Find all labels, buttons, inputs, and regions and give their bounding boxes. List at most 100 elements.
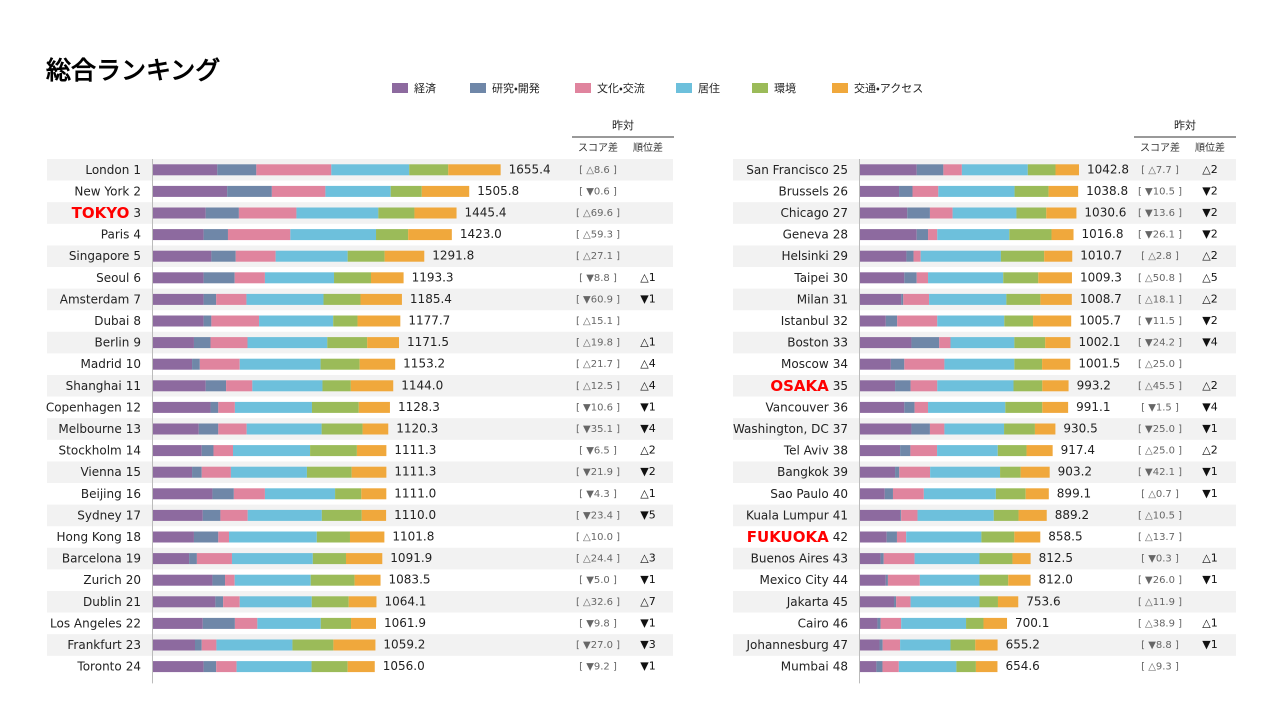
- bar-segment: [421, 185, 470, 197]
- total-label: 1111.3: [394, 465, 436, 479]
- score-change: [ △13.7 ]: [1138, 532, 1182, 543]
- city-name: Istanbul: [781, 314, 829, 328]
- legend-label: 交通・アクセス: [854, 82, 923, 95]
- bar-segment: [1004, 423, 1035, 435]
- bar-segment: [203, 293, 217, 305]
- rank: 16: [126, 486, 141, 500]
- total-label: 1153.2: [403, 357, 445, 371]
- bar-segment: [327, 337, 368, 349]
- score-change: [ △38.9 ]: [1138, 618, 1182, 629]
- category-label: Shanghai 11: [66, 378, 141, 392]
- city-name: Los Angeles: [50, 616, 122, 630]
- city-name: Barcelona: [62, 551, 122, 565]
- bar-segment: [892, 488, 924, 500]
- total-label: 1061.9: [384, 616, 426, 630]
- bar-segment: [153, 596, 216, 608]
- bar-segment: [234, 401, 312, 413]
- rank-change: ▼2: [1202, 206, 1217, 219]
- bar-segment: [1020, 466, 1050, 478]
- bar-segment: [885, 315, 898, 327]
- bar-segment: [193, 531, 219, 543]
- rank-change: △1: [1202, 552, 1217, 565]
- rank-change: ▼2: [640, 465, 655, 478]
- rank: 17: [126, 508, 141, 522]
- bar-segment: [205, 380, 227, 392]
- bar-segment: [937, 229, 1010, 241]
- bar-segment: [938, 185, 1015, 197]
- bar-segment: [1055, 164, 1079, 176]
- rank-change: ▼2: [1202, 184, 1217, 197]
- category-label: Zurich 20: [83, 573, 141, 587]
- legend-label: 研究・開発: [492, 81, 540, 95]
- bar-segment: [904, 272, 917, 284]
- score-change: [ △45.5 ]: [1138, 381, 1182, 392]
- bar-segment: [196, 553, 232, 565]
- legend-swatch: [392, 83, 408, 93]
- rank-change: △1: [640, 487, 655, 500]
- bar-segment: [1027, 164, 1056, 176]
- bar-segment: [900, 509, 902, 521]
- bar-segment: [1040, 293, 1072, 305]
- total-label: 1185.4: [410, 292, 452, 306]
- bar-segment: [898, 661, 957, 673]
- bar-segment: [275, 250, 348, 262]
- rank: 37: [833, 422, 848, 436]
- rank-change: △7: [640, 595, 655, 608]
- bar-segment: [362, 423, 389, 435]
- score-change: [ ▼26.0 ]: [1138, 575, 1182, 586]
- bar-segment: [911, 423, 930, 435]
- city-name: Johannesburg: [745, 638, 828, 652]
- rank-change: ▼1: [1202, 422, 1217, 435]
- score-change: [ △10.0 ]: [576, 532, 620, 543]
- city-name: Brussels: [778, 184, 828, 198]
- bar-segment: [1008, 574, 1031, 586]
- total-label: 1010.7: [1080, 249, 1122, 263]
- bar-segment: [378, 207, 415, 219]
- bar-segment: [937, 315, 1005, 327]
- rank-change: △2: [1202, 379, 1217, 392]
- total-label: 1038.8: [1086, 184, 1128, 198]
- bar-segment: [359, 358, 396, 370]
- legend-label: 居住: [698, 81, 720, 95]
- score-change: [ ▼21.9 ]: [576, 467, 620, 478]
- bar-segment: [904, 358, 945, 370]
- bar-segment: [1048, 185, 1079, 197]
- bar-segment: [1012, 553, 1031, 565]
- score-change: [ △10.5 ]: [1138, 510, 1182, 521]
- total-label: 1005.7: [1079, 314, 1121, 328]
- bar-segment: [218, 531, 230, 543]
- bar-segment: [901, 509, 918, 521]
- bar-segment: [1033, 315, 1072, 327]
- score-change: [ △50.8 ]: [1138, 273, 1182, 284]
- rank: 15: [126, 465, 141, 479]
- bar-segment: [384, 250, 425, 262]
- bar-segment: [950, 337, 1015, 349]
- score-change: [ ▼24.2 ]: [1138, 338, 1182, 349]
- bar-segment: [880, 617, 902, 629]
- bar-segment: [271, 185, 326, 197]
- bar-segment: [321, 423, 363, 435]
- bar-segment: [331, 164, 410, 176]
- bar-segment: [229, 531, 317, 543]
- bar-segment: [354, 574, 381, 586]
- bar-segment: [218, 423, 247, 435]
- legend-swatch: [752, 83, 768, 93]
- bar-segment: [966, 617, 984, 629]
- rank: 44: [833, 573, 848, 587]
- total-label: 1030.6: [1084, 206, 1126, 220]
- bar-segment: [264, 272, 335, 284]
- city-name: Beijing: [81, 486, 122, 500]
- bar-segment: [296, 207, 379, 219]
- rank-change: ▼4: [1202, 400, 1217, 413]
- rank-change: ▼1: [1202, 465, 1217, 478]
- bar-segment: [220, 509, 248, 521]
- bar-segment: [883, 553, 915, 565]
- bar-segment: [882, 661, 899, 673]
- category-label: Berlin 9: [95, 335, 141, 349]
- bar-segment: [1042, 401, 1069, 413]
- bar-segment: [205, 207, 239, 219]
- score-change: [ △8.6 ]: [579, 165, 617, 176]
- bar-segment: [448, 164, 501, 176]
- rank-change: △3: [640, 552, 655, 565]
- rank: 48: [833, 659, 848, 673]
